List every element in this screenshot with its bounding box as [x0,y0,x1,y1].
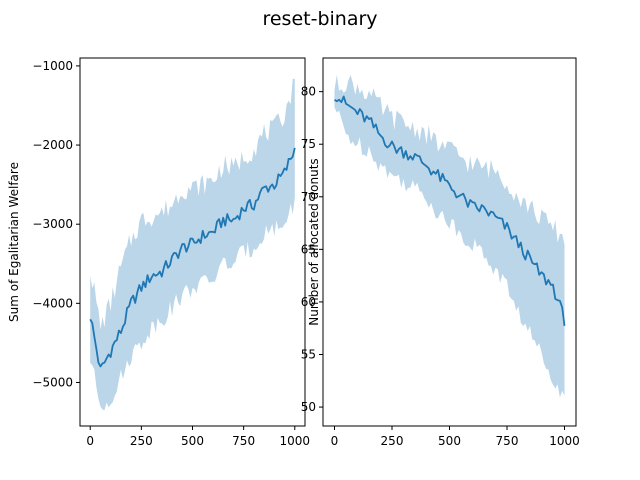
y-tick-label: −5000 [32,375,73,389]
x-tick-label: 1000 [279,434,310,448]
x-tick-label: 0 [86,434,94,448]
x-tick-label: 1000 [549,434,580,448]
y-tick-label: 60 [301,295,316,309]
y-tick-label: 50 [301,400,316,414]
y-tick-label: 55 [301,348,316,362]
y-axis-label: Sum of Egalitarian Welfare [7,162,21,322]
figure-title: reset-binary [262,8,377,30]
y-tick-label: −3000 [32,217,73,231]
x-tick-label: 250 [381,434,404,448]
mean-line [334,95,566,327]
confidence-band [90,78,295,411]
y-tick-label: −1000 [32,59,73,73]
y-tick-label: 65 [301,242,316,256]
y-axis-label: Number of allocated donuts [307,158,321,325]
y-tick-label: −4000 [32,296,73,310]
confidence-band [334,74,565,398]
x-tick-label: 750 [232,434,255,448]
x-tick-label: 500 [181,434,204,448]
left-plot-axes: 0 250 500 750 1000 −5000 −4000 −3000 −2000 −1000 S… [7,57,310,448]
x-tick-label: 250 [130,434,153,448]
right-plot-axes: 0 250 500 750 1000 50 55 60 65 70 75 80 Number of al… [301,57,580,448]
y-tick-label: −2000 [32,138,73,152]
mean-line [89,147,296,368]
x-tick-label: 0 [331,434,339,448]
y-tick-label: 80 [301,85,316,99]
x-tick-label: 500 [438,434,461,448]
x-tick-label: 750 [496,434,519,448]
y-tick-label: 70 [301,190,316,204]
y-tick-label: 75 [301,137,316,151]
